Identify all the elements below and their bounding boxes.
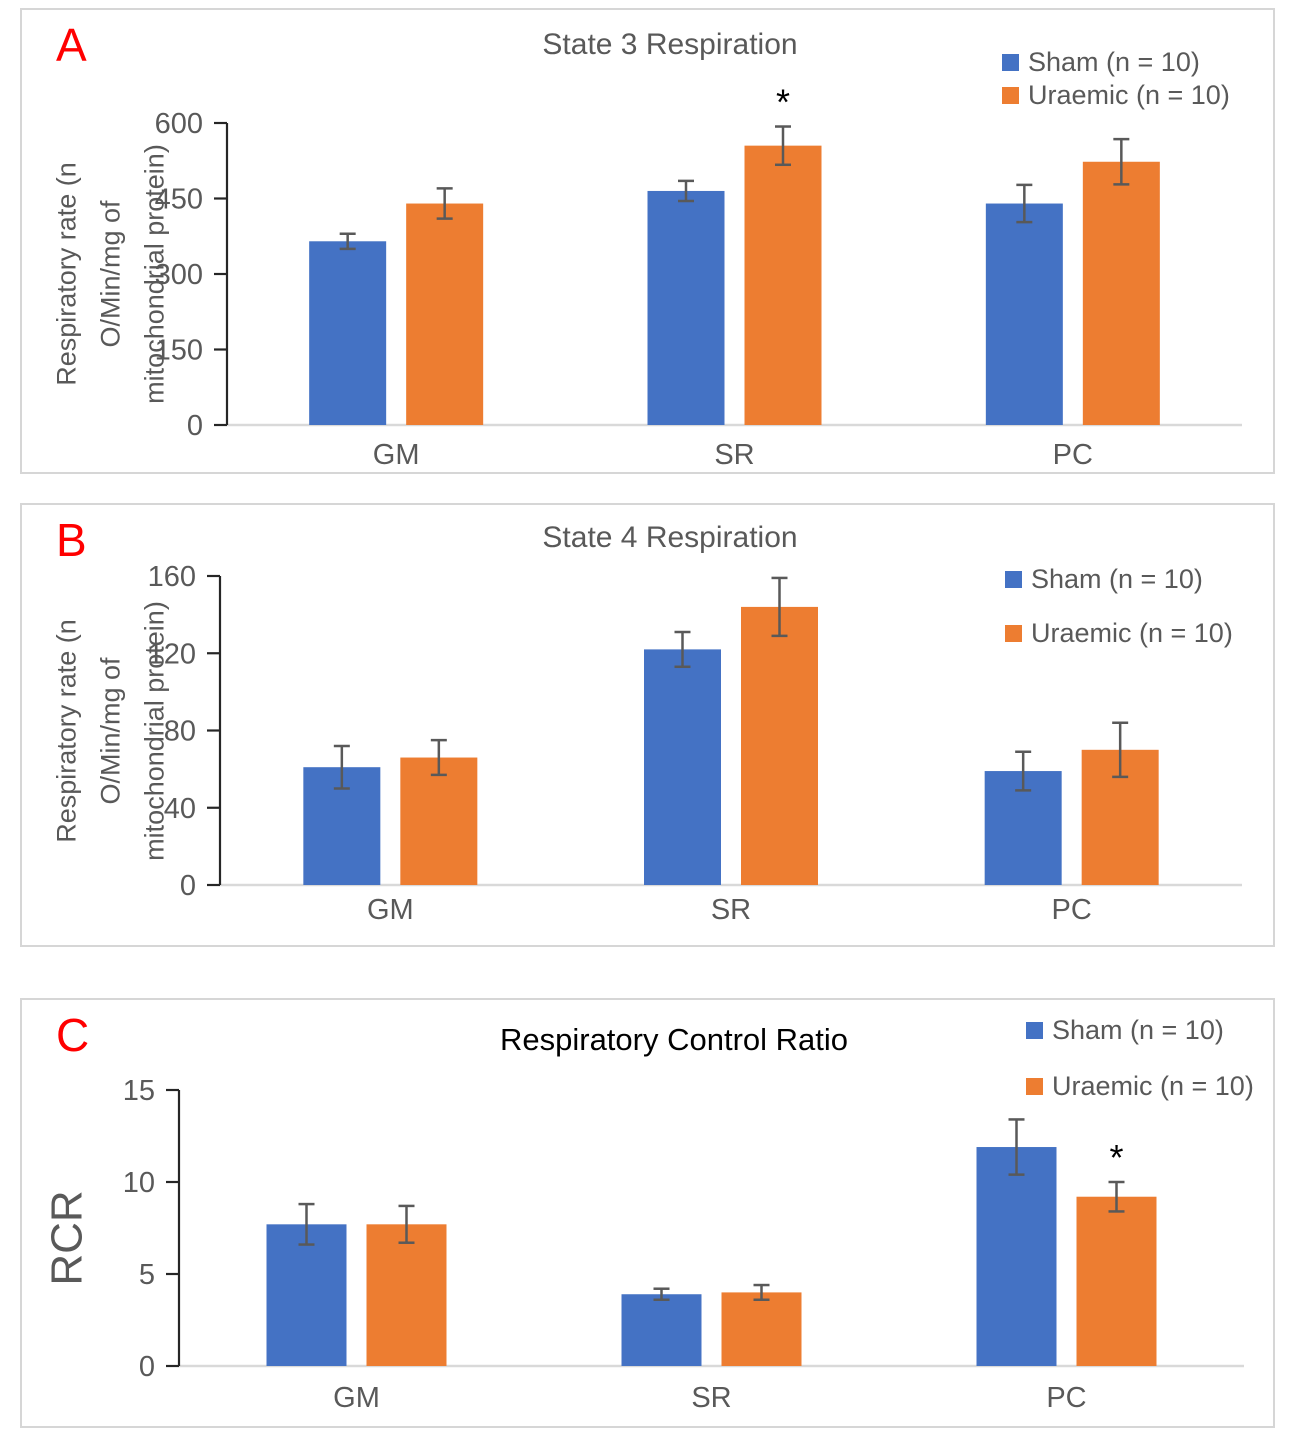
y-axis-label-group: Respiratory rate (n O/Min/mg of mitochondr… [51, 144, 169, 404]
y-tick-label: 0 [139, 1351, 155, 1383]
legend-item-uraemic: Uraemic (n = 10) [1005, 617, 1233, 650]
y-axis-label: Respiratory rate (n O/Min/mg of mitochondr… [51, 601, 169, 861]
uraemic-swatch-icon [1002, 87, 1019, 104]
y-tick-label: 120 [148, 638, 196, 670]
category-label: PC [1052, 894, 1092, 926]
category-label: GM [367, 894, 414, 926]
state4-bar-chart: 0 40 80 120 160 GM SR PC Respiratory rate (n O/Mi… [51, 561, 1242, 926]
y-axis-label: RCR [42, 1190, 91, 1285]
category-label: PC [1046, 1382, 1086, 1414]
y-tick-label: 80 [164, 716, 196, 748]
legend-label-uraemic: Uraemic (n = 10) [1052, 1071, 1254, 1101]
legend-label-sham: Sham (n = 10) [1028, 47, 1200, 77]
y-tick-label: 150 [155, 335, 203, 367]
bar-uraemic-sr [741, 606, 818, 885]
y-axis-label-group: Respiratory rate (n O/Min/mg of mitochondr… [51, 601, 169, 861]
bar-sham-gm [309, 241, 387, 425]
legend-label-uraemic: Uraemic (n = 10) [1028, 80, 1230, 110]
bar-uraemic-gm [406, 203, 484, 425]
y-tick-label: 15 [123, 1075, 155, 1107]
significance-asterisk: * [1109, 1137, 1123, 1178]
chart-title-state3: State 3 Respiration [542, 28, 798, 61]
legend-item-sham: Sham (n = 10) [1026, 1014, 1254, 1047]
legend: Sham (n = 10) Uraemic (n = 10) [1026, 1014, 1254, 1126]
y-axis-label-group: RCR [42, 1190, 91, 1285]
category-label: SR [714, 439, 754, 471]
bar-uraemic-gm [400, 757, 478, 885]
legend-label-sham: Sham (n = 10) [1031, 564, 1203, 594]
bar-sham-sr [647, 190, 725, 425]
bar-uraemic-pc [1076, 1196, 1157, 1366]
panel-state4-respiration: 0 40 80 120 160 GM SR PC Respiratory rate (n O/Mi… [20, 503, 1275, 947]
panel-letter-b: B [56, 514, 87, 566]
legend: Sham (n = 10) Uraemic (n = 10) [1002, 46, 1230, 112]
sham-swatch-icon [1005, 571, 1022, 588]
chart-title-rcr: Respiratory Control Ratio [499, 1022, 849, 1057]
panel-state3-respiration: 0 150 300 450 600 GM SR PC * Respiratory rate (n O… [20, 8, 1275, 474]
chart-title-state4: State 4 Respiration [542, 521, 798, 554]
y-tick-label: 0 [187, 410, 203, 442]
rcr-bar-chart: 0 5 10 15 GM SR PC * RCR [42, 1075, 1244, 1414]
bar-uraemic-sr [721, 1292, 802, 1366]
legend-item-uraemic: Uraemic (n = 10) [1002, 79, 1230, 112]
bar-sham-sr [621, 1294, 702, 1366]
bar-sham-pc [985, 203, 1063, 425]
bar-uraemic-pc [1082, 161, 1160, 426]
legend-label-sham: Sham (n = 10) [1052, 1015, 1224, 1045]
legend-item-sham: Sham (n = 10) [1002, 46, 1230, 79]
y-tick-label: 160 [148, 561, 196, 593]
legend: Sham (n = 10) Uraemic (n = 10) [1005, 563, 1233, 671]
significance-asterisk: * [776, 82, 790, 123]
y-tick-label: 10 [123, 1167, 155, 1199]
y-axis-label: Respiratory rate (n O/Min/mg of mitochondr… [51, 144, 169, 404]
y-tick-label: 300 [155, 259, 203, 291]
sham-swatch-icon [1026, 1022, 1043, 1039]
bar-sham-sr [644, 649, 721, 885]
legend-item-sham: Sham (n = 10) [1005, 563, 1233, 596]
y-tick-label: 450 [155, 184, 203, 216]
bar-uraemic-sr [744, 145, 822, 425]
category-label: SR [691, 1382, 731, 1414]
bar-uraemic-gm [366, 1224, 447, 1366]
category-label: GM [333, 1382, 380, 1414]
category-label: GM [373, 439, 420, 471]
panel-respiratory-control-ratio: 0 5 10 15 GM SR PC * RCR C Respiratory Control R… [20, 998, 1275, 1428]
legend-label-uraemic: Uraemic (n = 10) [1031, 618, 1233, 648]
category-label: PC [1053, 439, 1093, 471]
legend-item-uraemic: Uraemic (n = 10) [1026, 1070, 1254, 1103]
y-tick-label: 5 [139, 1259, 155, 1291]
bar-sham-gm [266, 1224, 347, 1366]
uraemic-swatch-icon [1005, 625, 1022, 642]
panel-letter-c: C [56, 1009, 90, 1061]
panel-letter-a: A [56, 19, 87, 71]
y-tick-label: 600 [155, 108, 203, 140]
category-label: SR [711, 894, 751, 926]
y-tick-label: 40 [164, 793, 196, 825]
sham-swatch-icon [1002, 54, 1019, 71]
y-tick-label: 0 [180, 870, 196, 902]
state3-bar-chart: 0 150 300 450 600 GM SR PC * Respiratory rate (n O… [51, 82, 1242, 471]
bar-sham-pc [976, 1147, 1057, 1366]
uraemic-swatch-icon [1026, 1078, 1043, 1095]
